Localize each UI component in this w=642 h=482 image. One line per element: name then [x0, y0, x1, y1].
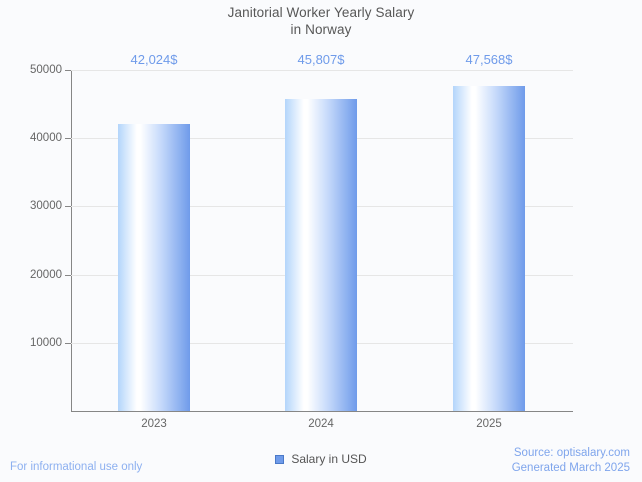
y-tick-label-40000: 40000 — [30, 132, 62, 144]
y-tick-mark-40000 — [65, 138, 71, 139]
generated-text: Generated March 2025 — [511, 462, 630, 474]
x-tick-label-2023: 2023 — [141, 418, 167, 430]
y-tick-mark-30000 — [65, 206, 71, 207]
y-axis: 50000 40000 30000 20000 10000 — [0, 0, 62, 482]
x-tick-label-2024: 2024 — [308, 418, 334, 430]
source-text: Source: optisalary.com — [513, 447, 630, 459]
y-tick-label-50000: 50000 — [30, 64, 62, 76]
disclaimer-text: For informational use only — [10, 461, 143, 473]
legend-swatch-icon — [275, 454, 285, 464]
y-tick-label-20000: 20000 — [30, 269, 62, 281]
bar-value-2023: 42,024$ — [130, 52, 178, 67]
legend: Salary in USD — [0, 452, 642, 466]
x-axis-line — [71, 411, 573, 412]
y-tick-mark-10000 — [65, 343, 71, 344]
bar-2025[interactable] — [453, 86, 525, 411]
y-tick-mark-20000 — [65, 275, 71, 276]
legend-item-label[interactable]: Salary in USD — [291, 452, 367, 466]
y-axis-line — [71, 70, 72, 412]
chart-title-line-1: Janitorial Worker Yearly Salary — [227, 5, 415, 20]
chart-title-line-2: in Norway — [290, 22, 352, 37]
y-tick-mark-50000 — [65, 70, 71, 71]
source-block: Source: optisalary.com Generated March 2… — [512, 446, 630, 476]
y-tick-label-30000: 30000 — [30, 200, 62, 212]
bar-2023[interactable] — [118, 124, 190, 411]
page-title: Janitorial Worker Yearly Salary in Norwa… — [0, 4, 642, 38]
bar-value-2025: 47,568$ — [465, 52, 513, 67]
y-tick-label-10000: 10000 — [30, 337, 62, 349]
bar-value-2024: 45,807$ — [297, 52, 345, 67]
x-tick-label-2025: 2025 — [476, 418, 502, 430]
gridline-50000 — [71, 70, 573, 71]
bar-2024[interactable] — [285, 99, 357, 411]
plot-area — [71, 70, 573, 411]
